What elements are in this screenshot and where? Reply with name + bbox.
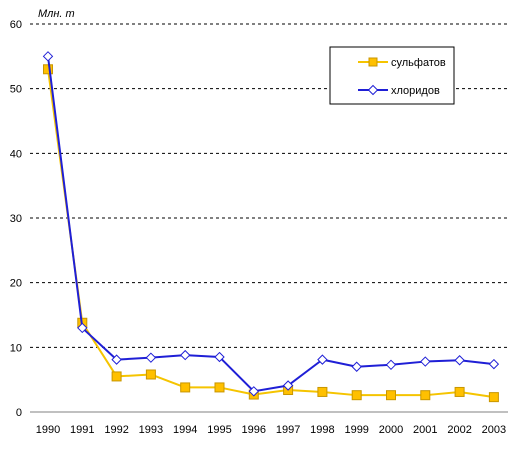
y-tick-label: 10 <box>10 342 22 354</box>
data-point <box>420 356 431 367</box>
data-point <box>317 354 328 365</box>
data-point <box>42 51 54 62</box>
y-tick-labels: 0 10 20 30 40 50 60 <box>10 19 22 419</box>
series-line <box>47 56 495 393</box>
x-tick-label: 1999 <box>344 424 368 436</box>
data-point <box>386 390 396 401</box>
data-point <box>488 392 499 403</box>
x-tick-label: 2000 <box>379 424 403 436</box>
data-point <box>77 322 88 334</box>
data-point <box>317 386 328 397</box>
x-tick-label: 2001 <box>413 424 437 436</box>
x-tick-label: 1998 <box>310 424 334 436</box>
y-tick-label: 20 <box>10 278 22 290</box>
data-point <box>420 390 431 401</box>
y-tick-label: 30 <box>10 213 22 225</box>
data-point <box>180 382 191 393</box>
x-tick-label: 1995 <box>207 424 231 436</box>
data-point <box>145 369 156 380</box>
data-point <box>454 386 465 397</box>
legend-label-sulfates: сульфатов <box>391 57 446 69</box>
x-tick-label: 1993 <box>139 424 163 436</box>
data-point <box>43 64 53 75</box>
x-tick-label: 1994 <box>173 424 197 436</box>
x-tick-label: 1990 <box>36 424 60 436</box>
data-point <box>111 354 122 365</box>
legend-label-chlorides: хлоридов <box>391 85 440 97</box>
x-tick-label: 1991 <box>70 424 94 436</box>
data-point <box>454 355 465 366</box>
series-line <box>47 69 495 399</box>
legend-box <box>329 46 455 105</box>
y-tick-label: 40 <box>10 148 22 160</box>
legend-marker-sulfates <box>368 57 378 67</box>
y-tick-label: 60 <box>10 19 22 31</box>
series-layer <box>42 51 500 403</box>
legend-marker-chlorides <box>367 84 379 96</box>
x-tick-label: 1992 <box>104 424 128 436</box>
y-tick-label: 50 <box>10 84 22 96</box>
data-point <box>488 358 500 370</box>
data-point <box>214 382 225 393</box>
data-point <box>351 390 362 401</box>
data-point <box>179 349 191 361</box>
data-point <box>111 371 122 382</box>
y-axis-unit-label: Млн. т <box>38 8 75 20</box>
data-point <box>282 380 294 391</box>
data-point <box>351 361 362 372</box>
x-tick-labels: 1990 1991 1992 1993 1994 1995 1996 1997 1998 1999… <box>36 424 506 436</box>
x-tick-label: 2003 <box>482 424 506 436</box>
series-sulfates <box>43 64 499 403</box>
data-point <box>248 386 260 397</box>
legend: сульфатов хлоридов <box>329 46 455 105</box>
x-tick-label: 1997 <box>276 424 300 436</box>
x-tick-label: 1996 <box>242 424 266 436</box>
series-chlorides <box>42 51 500 397</box>
data-point <box>145 352 157 363</box>
y-tick-label: 0 <box>16 407 22 419</box>
data-point <box>214 351 225 363</box>
data-point <box>385 359 397 371</box>
x-tick-label: 2002 <box>447 424 471 436</box>
